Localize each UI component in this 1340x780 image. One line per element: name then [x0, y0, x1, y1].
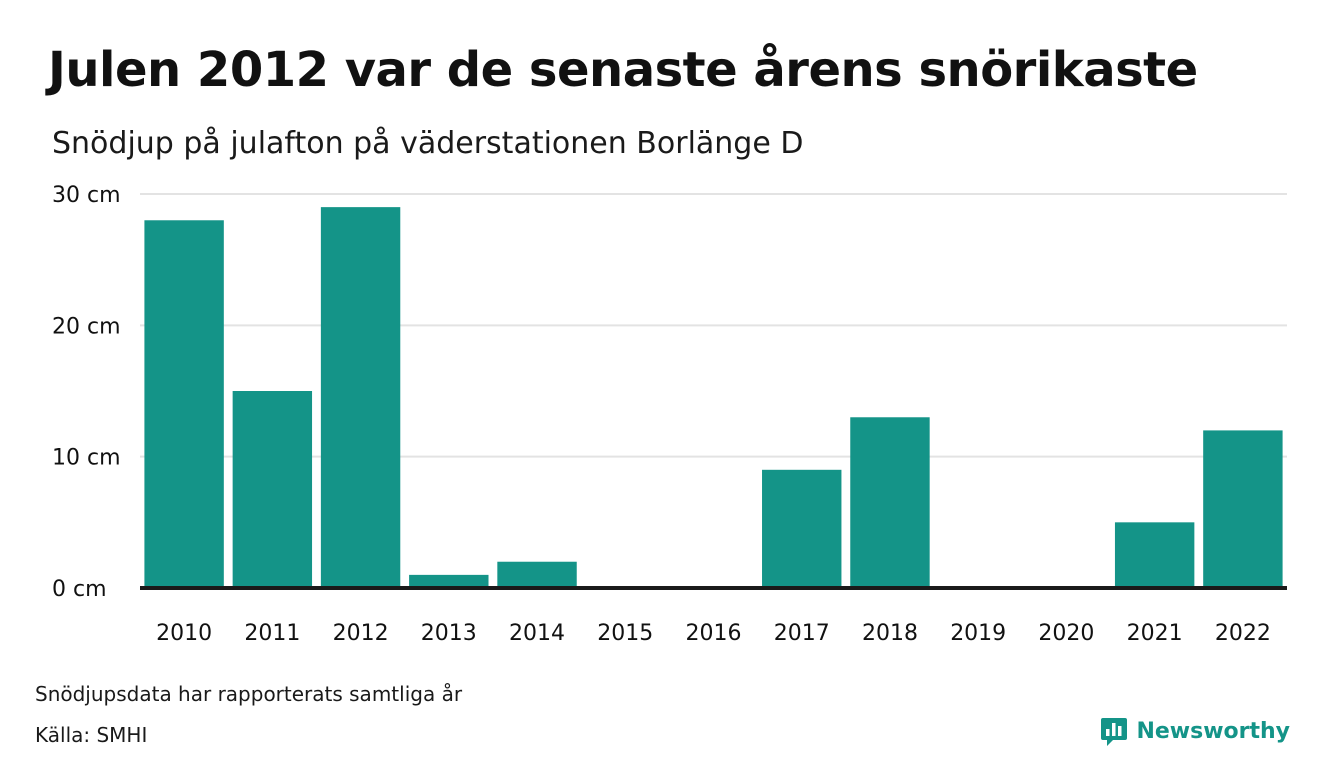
x-tick-label: 2016 [686, 621, 742, 646]
bar-2017 [762, 469, 842, 588]
x-tick-label: 2019 [950, 621, 1006, 646]
x-tick-label: 2011 [244, 621, 300, 646]
bar-2011 [232, 391, 313, 588]
data-note: Snödjupsdata har rapporterats samtliga å… [35, 682, 463, 706]
bar-chart: 0 cm 10 cm 20 cm 30 cm 2010 2011 2012 2013 2014… [52, 183, 1287, 646]
bar-2013 [409, 574, 489, 588]
x-axis-ticks: 2010 2011 2012 2013 2014 2015 2016 2017 2018 2019… [156, 621, 1271, 646]
brand-name: Newsworthy [1136, 719, 1290, 744]
x-tick-label: 2014 [509, 621, 565, 646]
chart-subtitle: Snödjup på julafton på väderstationen Bo… [52, 126, 804, 161]
newsworthy-logo-icon [1101, 718, 1128, 746]
x-tick-label: 2017 [774, 621, 830, 646]
bar-2014 [497, 561, 577, 588]
x-tick-label: 2021 [1127, 621, 1183, 646]
bars [144, 207, 1283, 588]
x-tick-label: 2010 [156, 621, 212, 646]
y-tick-label: 0 cm [52, 577, 107, 602]
bar-2021 [1114, 522, 1195, 588]
x-tick-label: 2015 [597, 621, 653, 646]
bar-2018 [850, 417, 930, 588]
y-tick-label: 10 cm [52, 446, 121, 471]
y-tick-label: 30 cm [52, 183, 121, 208]
bar-2010 [144, 220, 224, 588]
bar-2012 [320, 207, 401, 588]
x-tick-label: 2020 [1038, 621, 1094, 646]
bar-2022 [1203, 430, 1283, 588]
chart-title: Julen 2012 var de senaste årens snörikas… [48, 42, 1198, 98]
x-tick-label: 2022 [1215, 621, 1271, 646]
brand-logo: Newsworthy [1100, 716, 1290, 748]
x-tick-label: 2012 [333, 621, 389, 646]
x-tick-label: 2018 [862, 621, 918, 646]
source-note: Källa: SMHI [35, 723, 148, 747]
y-tick-label: 20 cm [52, 314, 121, 339]
y-axis-ticks: 0 cm 10 cm 20 cm 30 cm [52, 183, 121, 602]
x-tick-label: 2013 [421, 621, 477, 646]
